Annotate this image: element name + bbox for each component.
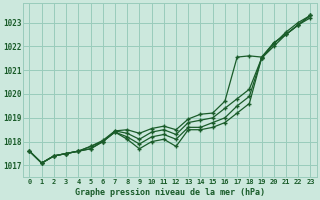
X-axis label: Graphe pression niveau de la mer (hPa): Graphe pression niveau de la mer (hPa) (75, 188, 265, 197)
